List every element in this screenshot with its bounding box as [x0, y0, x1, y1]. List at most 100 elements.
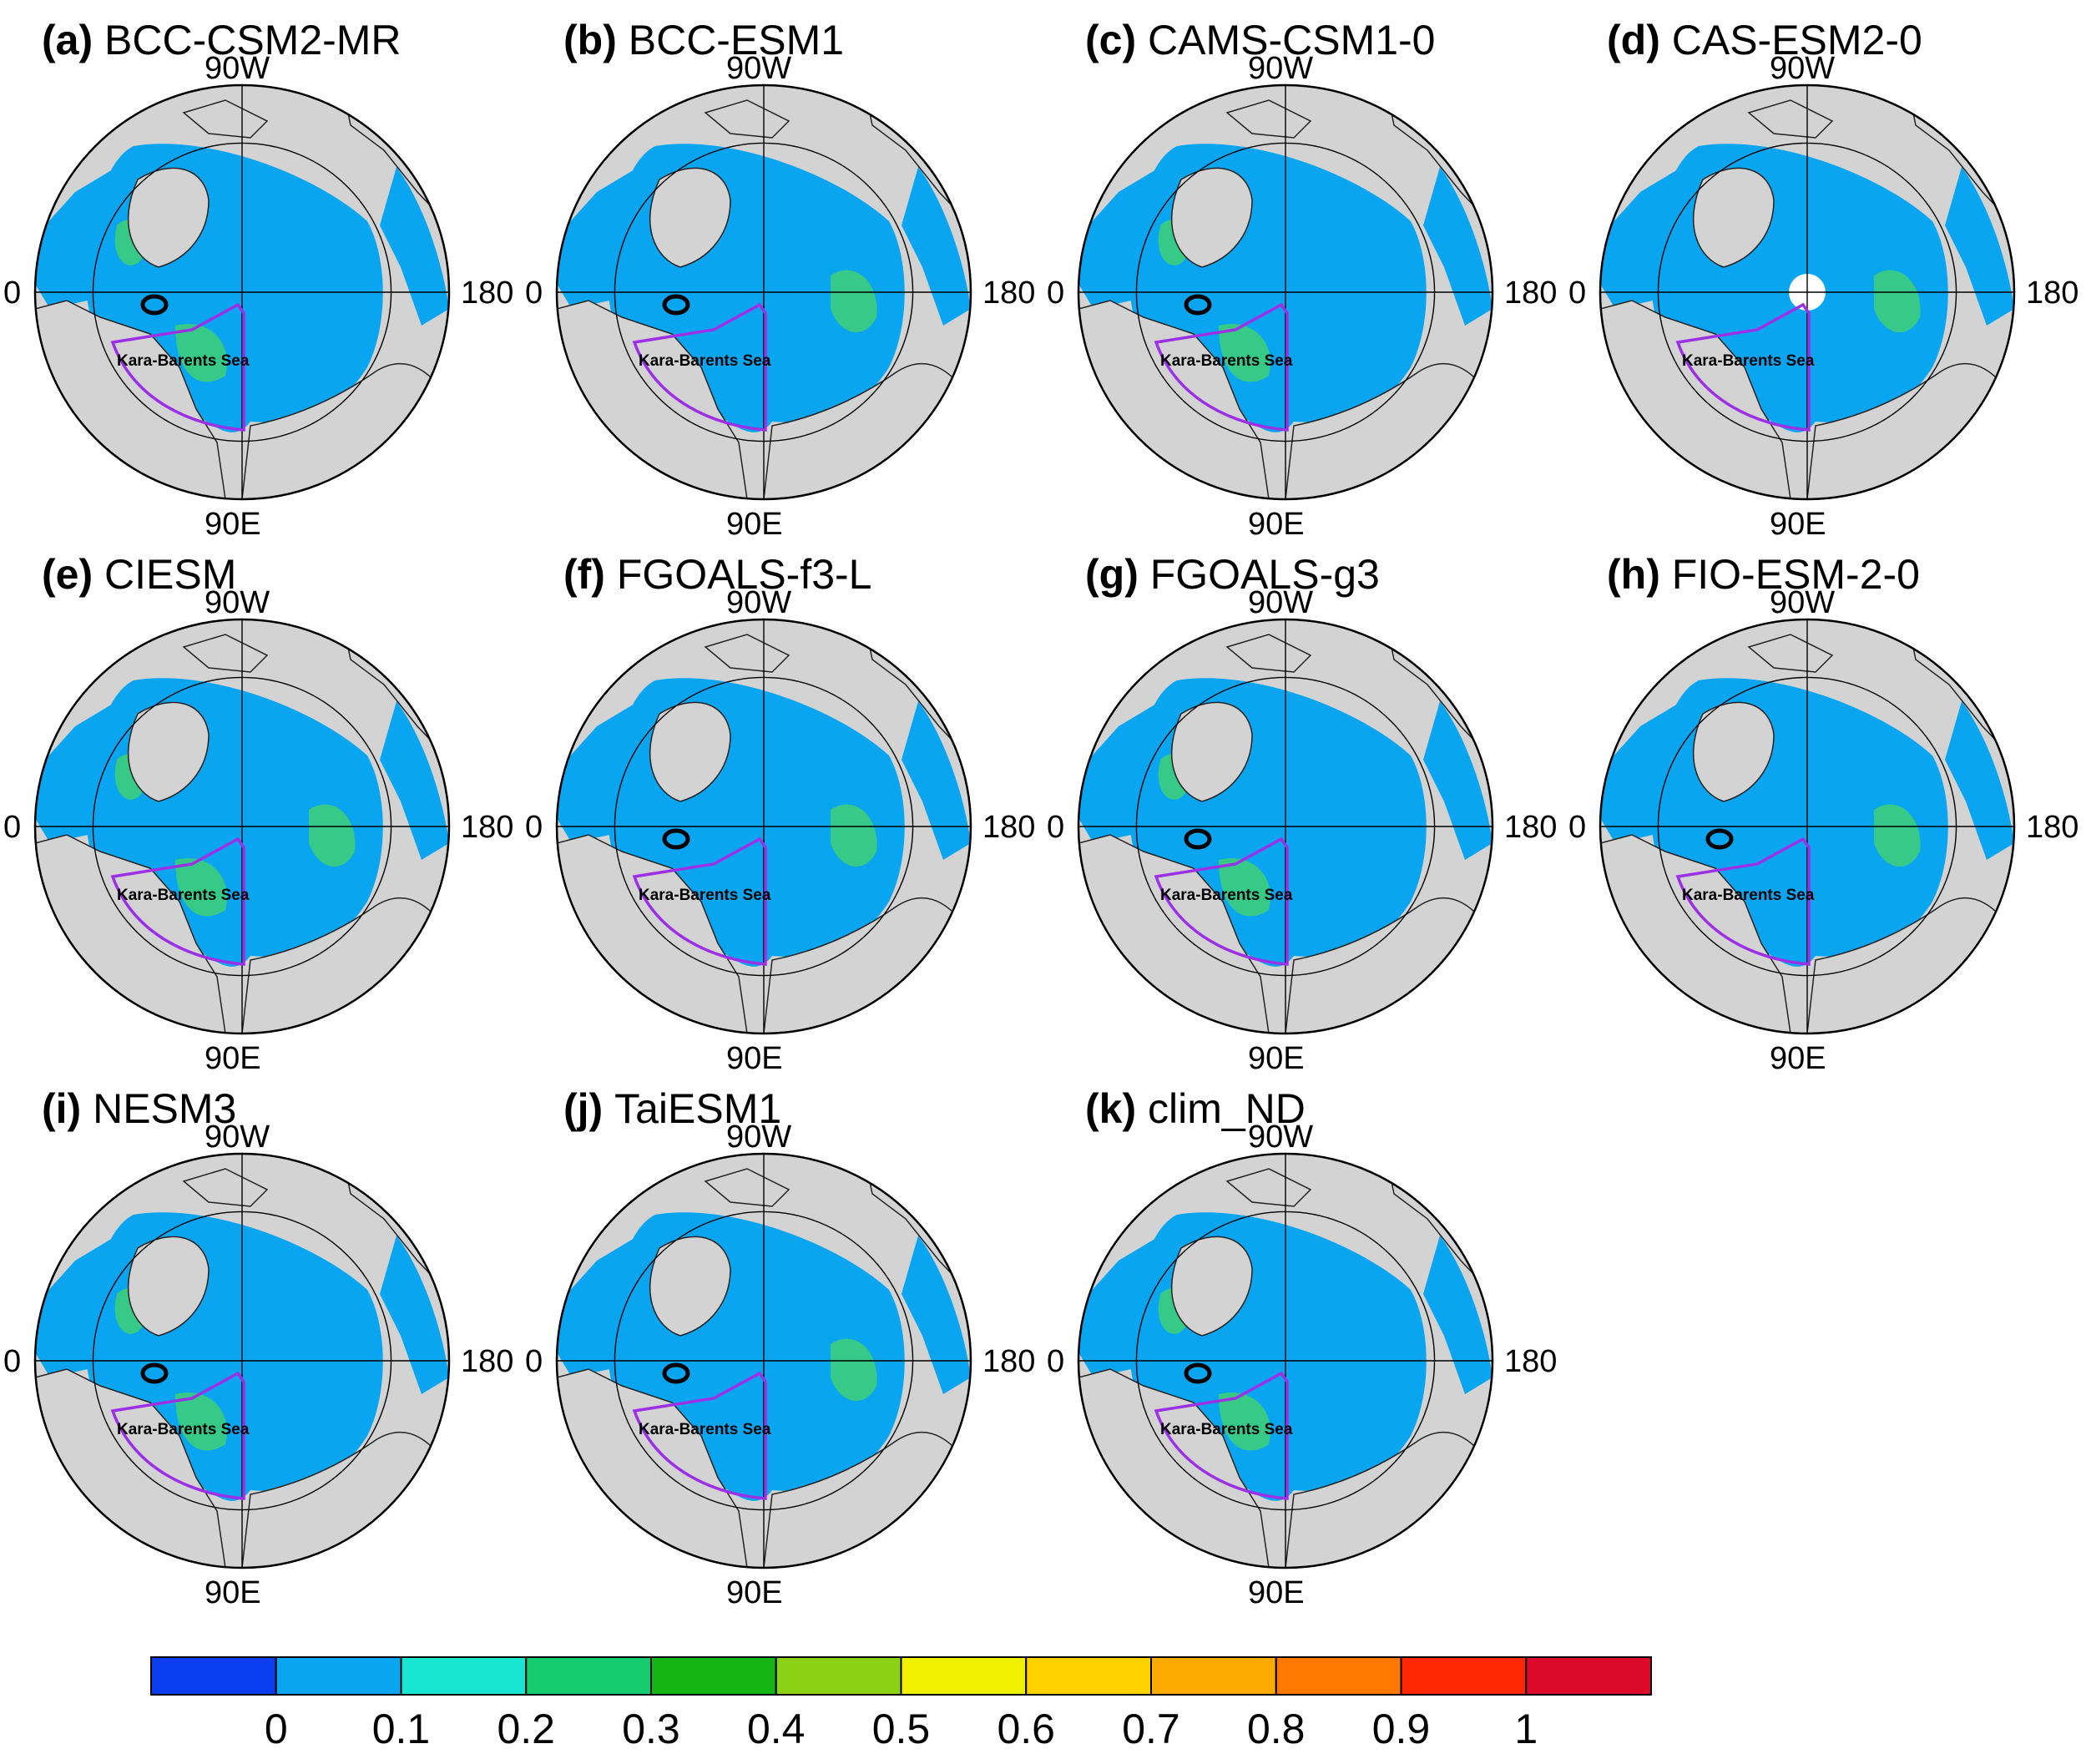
map-disc [35, 1154, 449, 1568]
colorbar-tick-label: 0.6 [997, 1706, 1055, 1752]
map-panel: (b) BCC-ESM1 Kara-Barents Sea 90W 90E 0 180 [525, 17, 1035, 542]
lon-label-right: 180 [982, 275, 1035, 311]
panel-model-name: FGOALS-g3 [1150, 551, 1380, 598]
colorbar-tick-label: 0 [265, 1706, 288, 1752]
lon-label-right: 180 [461, 810, 513, 845]
significance-contour [1184, 1362, 1212, 1384]
kara-barents-region-box [1154, 302, 1289, 432]
map-panel: (i) NESM3 Kara-Barents Sea 90W 90E 0 180 [3, 1085, 513, 1610]
lon-label-right: 180 [461, 1344, 513, 1379]
sea-ice-field [1945, 167, 2014, 326]
significance-contour [140, 1362, 169, 1384]
panel-title: (b) BCC-ESM1 [563, 17, 844, 63]
panel-title: (i) NESM3 [42, 1085, 236, 1132]
colorbar-tick-label: 0.7 [1122, 1706, 1180, 1752]
map-panel: (d) CAS-ESM2-0 Kara-Barents Sea 90W 90E 0 180 [1568, 17, 2078, 542]
lon-label-right: 180 [1504, 810, 1557, 845]
map-panel: (c) CAMS-CSM1-0 Kara-Barents Sea 90W 90E 0 18… [1047, 17, 1557, 542]
lon-label-left: 0 [3, 810, 21, 845]
significance-contour [662, 1362, 690, 1384]
sea-ice-field [1423, 701, 1493, 860]
colorbar-swatch [1400, 1656, 1528, 1696]
sea-ice-field [380, 167, 449, 326]
sea-ice-field [902, 167, 971, 326]
land-mass [1692, 167, 1775, 268]
lon-label-bottom: 90E [726, 1041, 783, 1076]
colorbar-swatch [1025, 1656, 1152, 1696]
map-border [33, 1152, 451, 1569]
region-label: Kara-Barents Sea [117, 352, 250, 370]
sea-ice-field [1423, 1236, 1493, 1394]
panels-grid: (a) BCC-CSM2-MR Kara-Barents Sea 90W 90E 0 18… [3, 17, 2078, 1610]
panel-label: (i) [42, 1085, 93, 1132]
kara-barents-region-box [110, 1371, 245, 1500]
land-mass [704, 634, 790, 673]
colorbar-tick-label: 0.3 [622, 1706, 680, 1752]
panel-model-name: CAS-ESM2-0 [1672, 17, 1922, 63]
panel-model-name: clim_ND [1148, 1085, 1306, 1132]
map-panel: (k) clim_ND Kara-Barents Sea 90W 90E 0 180 [1047, 1085, 1557, 1610]
land-mass [704, 1168, 790, 1207]
panel-label: (k) [1085, 1085, 1148, 1132]
moderate-value-region [1874, 270, 1921, 333]
lon-label-bottom: 90E [1248, 1575, 1305, 1610]
kara-barents-region-box [1154, 1371, 1289, 1500]
map-border [1077, 1152, 1494, 1569]
kara-barents-region-box [1154, 837, 1289, 966]
kara-barents-region-box [110, 302, 245, 432]
lon-label-bottom: 90E [726, 507, 783, 542]
land-mass [1747, 99, 1834, 139]
map-border [1077, 618, 1494, 1035]
lon-label-left: 0 [3, 275, 21, 311]
panel-model-name: BCC-CSM2-MR [104, 17, 402, 63]
moderate-value-region [175, 1392, 227, 1451]
moderate-value-region [831, 804, 877, 867]
moderate-value-region [309, 804, 356, 867]
significance-contour [1184, 828, 1212, 850]
panel-label: (c) [1085, 17, 1148, 63]
lon-label-top: 90W [726, 585, 791, 620]
moderate-value-region [831, 1338, 877, 1402]
region-label: Kara-Barents Sea [1682, 352, 1815, 370]
map-panel: (j) TaiESM1 Kara-Barents Sea 90W 90E 0 180 [525, 1085, 1035, 1610]
kara-barents-region-box [110, 837, 245, 966]
panel-title: (e) CIESM [42, 551, 236, 598]
land-mass [127, 167, 210, 268]
colorbar-swatch [650, 1656, 777, 1696]
panel-label: (f) [563, 551, 617, 598]
panel-model-name: CAMS-CSM1-0 [1148, 17, 1435, 63]
panel-title: (d) CAS-ESM2-0 [1607, 17, 1922, 63]
map-panel: (f) FGOALS-f3-L Kara-Barents Sea 90W 90E 0 18… [525, 551, 1035, 1076]
panel-title: (f) FGOALS-f3-L [563, 551, 871, 598]
land-mass [1170, 1236, 1253, 1337]
panel-title: (h) FIO-ESM-2-0 [1607, 551, 1920, 598]
panel-title: (k) clim_ND [1085, 1085, 1306, 1132]
map-panel: (h) FIO-ESM-2-0 Kara-Barents Sea 90W 90E 0 18… [1568, 551, 2078, 1076]
region-label: Kara-Barents Sea [1682, 887, 1815, 904]
lon-label-top: 90W [1770, 51, 1835, 86]
region-label: Kara-Barents Sea [117, 1421, 250, 1438]
panel-title: (j) TaiESM1 [563, 1085, 781, 1132]
colorbar-swatch [1525, 1656, 1652, 1696]
land-mass [704, 99, 790, 139]
lon-label-right: 180 [982, 810, 1035, 845]
land-mass [127, 701, 210, 802]
land-mass [649, 167, 731, 268]
lon-label-top: 90W [205, 51, 270, 86]
panel-model-name: FGOALS-f3-L [617, 551, 872, 598]
lon-label-right: 180 [1504, 1344, 1557, 1379]
panel-model-name: TaiESM1 [614, 1085, 781, 1132]
colorbar-swatch [525, 1656, 652, 1696]
land-mass [649, 1236, 731, 1337]
moderate-value-region [175, 858, 227, 917]
land-mass [182, 99, 269, 139]
land-mass [1170, 701, 1253, 802]
lon-label-left: 0 [1568, 275, 1586, 311]
colorbar-tick-label: 0.2 [497, 1706, 555, 1752]
lon-label-right: 180 [1504, 275, 1557, 311]
colorbar-swatch [775, 1656, 902, 1696]
panel-label: (h) [1607, 551, 1672, 598]
map-border [1077, 83, 1494, 501]
panel-label: (g) [1085, 551, 1150, 598]
lon-label-right: 180 [2026, 275, 2078, 311]
